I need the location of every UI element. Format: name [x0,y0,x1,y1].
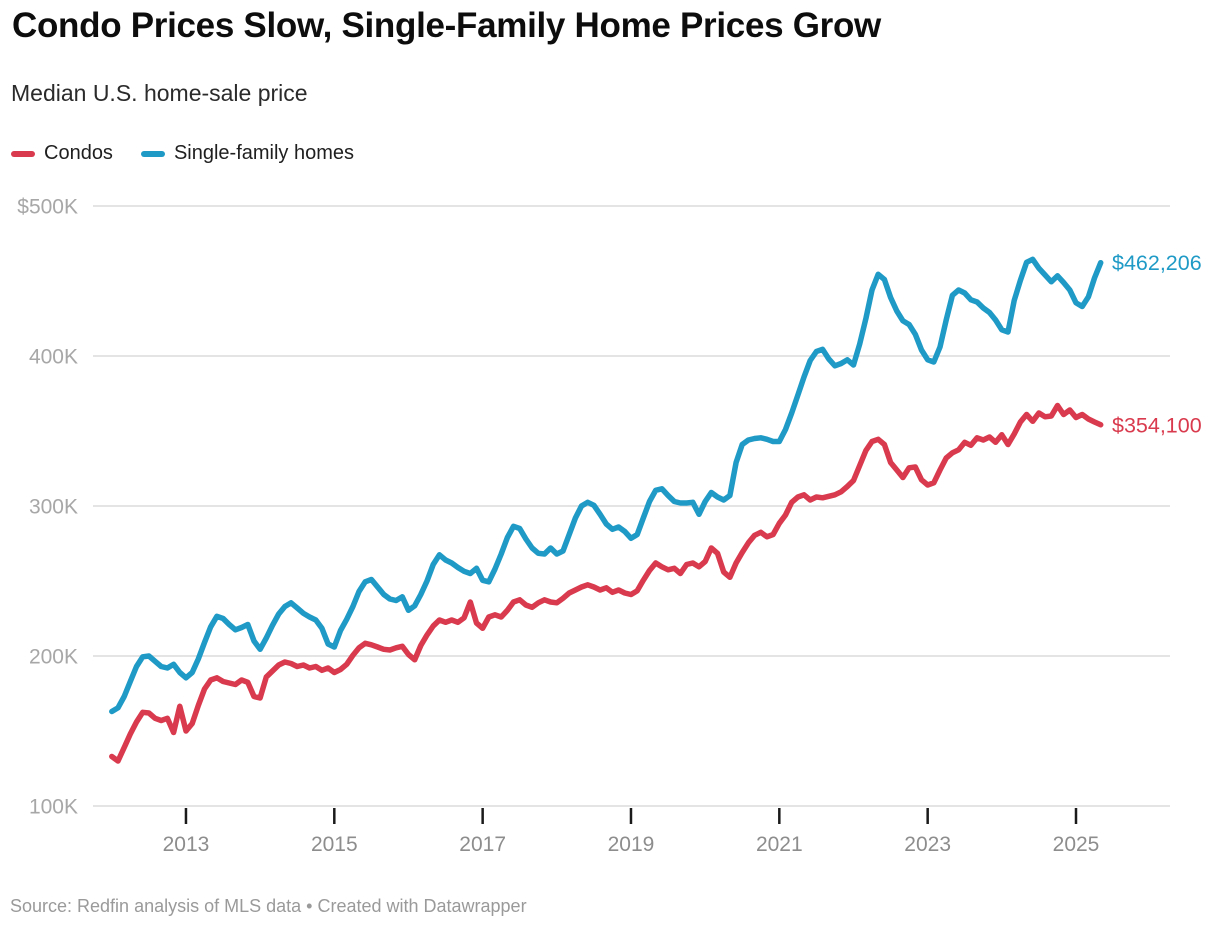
chart-subtitle: Median U.S. home-sale price [11,80,308,106]
single-family-line-swatch-icon [140,150,165,157]
legend-label-condos: Condos [44,142,113,164]
x-axis-tick-label: 2017 [459,833,506,856]
source-note: Source: Redfin analysis of MLS data • Cr… [10,896,527,916]
condos-line [109,402,1104,764]
x-axis-tick-label: 2025 [1053,833,1100,856]
y-axis-tick-label: 100K [29,796,78,819]
y-axis-tick-label: 400K [29,346,78,369]
x-axis-tick-label: 2021 [756,833,803,856]
single-family-end-value-label: $462,206 [1112,251,1202,275]
legend: Condos Single-family homes [11,142,354,165]
y-axis-tick-label: $500K [17,196,78,219]
condos-end-value-label: $354,100 [1112,413,1202,437]
chart-title: Condo Prices Slow, Single-Family Home Pr… [12,6,881,45]
legend-item-single-family: Single-family homes [140,142,355,165]
x-axis-tick-label: 2015 [311,833,358,856]
y-axis-tick-label: 200K [29,646,78,669]
condos-line-swatch-icon [11,150,35,157]
legend-item-condos: Condos [11,142,113,165]
x-axis-tick-label: 2013 [163,833,210,856]
legend-label-single-family: Single-family homes [173,142,355,164]
y-axis-tick-label: 300K [29,496,78,519]
x-axis-tick-label: 2023 [904,833,951,856]
x-axis-tick-label: 2019 [608,833,655,856]
single-family-line [109,256,1104,715]
